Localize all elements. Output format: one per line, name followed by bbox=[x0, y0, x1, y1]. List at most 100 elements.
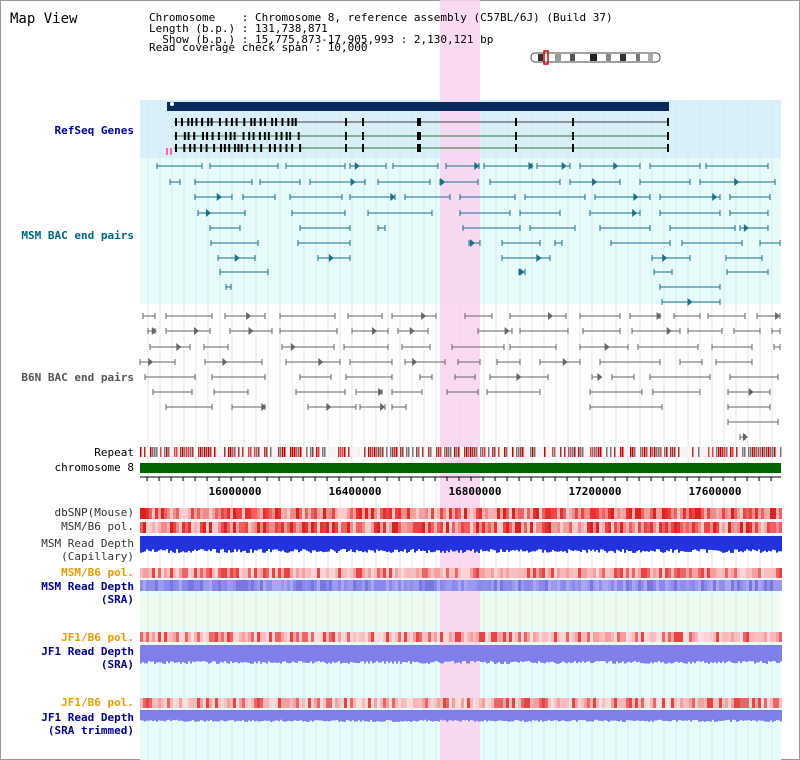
repeat-mark bbox=[654, 447, 656, 457]
depth-bar bbox=[316, 710, 318, 721]
repeat-mark bbox=[392, 447, 394, 457]
chromosome-ideogram[interactable] bbox=[530, 50, 661, 65]
jf1-b6-pol-trimmed-heatmap[interactable] bbox=[140, 698, 782, 708]
exon-mark bbox=[233, 144, 236, 152]
b6n-bac-end-pairs[interactable] bbox=[139, 312, 781, 441]
depth-bar bbox=[496, 536, 498, 553]
depth-bar bbox=[450, 710, 452, 721]
depth-bar bbox=[272, 536, 274, 550]
depth-bar bbox=[760, 710, 762, 721]
depth-bar bbox=[222, 645, 224, 663]
depth-bar bbox=[622, 536, 624, 550]
heat-cell bbox=[410, 568, 413, 578]
depth-bar bbox=[158, 645, 160, 663]
heat-cell bbox=[326, 580, 329, 591]
depth-bar bbox=[178, 645, 180, 662]
depth-bar bbox=[482, 710, 484, 722]
repeat-track[interactable] bbox=[140, 447, 782, 457]
msm-b6-pol-heatmap[interactable] bbox=[140, 522, 782, 533]
depth-bar bbox=[450, 645, 452, 662]
repeat-mark bbox=[298, 447, 300, 457]
depth-bar bbox=[294, 536, 296, 550]
heat-cell bbox=[347, 568, 350, 578]
depth-bar bbox=[638, 710, 640, 721]
depth-bar bbox=[442, 710, 444, 721]
jf1-b6-pol-heatmap[interactable] bbox=[140, 632, 782, 642]
heat-cell bbox=[194, 580, 197, 591]
chromosome-bar[interactable] bbox=[140, 463, 781, 473]
msm-read-depth-capillary[interactable] bbox=[140, 536, 782, 553]
pair-direction-icon bbox=[656, 312, 662, 320]
heat-cell bbox=[407, 698, 410, 708]
heat-cell bbox=[593, 632, 596, 642]
heat-cell bbox=[173, 568, 176, 578]
repeat-mark bbox=[634, 447, 636, 457]
depth-bar bbox=[652, 536, 654, 551]
repeat-mark bbox=[312, 447, 314, 457]
heat-cell bbox=[587, 522, 590, 533]
heat-cell bbox=[689, 522, 692, 533]
pair-direction-icon bbox=[712, 193, 718, 201]
heat-cell bbox=[428, 580, 431, 591]
depth-bar bbox=[656, 645, 658, 663]
depth-bar bbox=[686, 710, 688, 721]
depth-bar bbox=[584, 710, 586, 721]
repeat-mark bbox=[208, 447, 210, 457]
refseq-gene-region[interactable] bbox=[167, 102, 669, 111]
heat-cell bbox=[335, 580, 338, 591]
heat-cell bbox=[551, 568, 554, 578]
heat-cell bbox=[662, 508, 665, 519]
heat-cell bbox=[611, 580, 614, 591]
depth-bar bbox=[498, 536, 500, 553]
exon-mark bbox=[230, 118, 233, 126]
depth-bar bbox=[244, 536, 246, 551]
depth-bar bbox=[632, 710, 634, 721]
heat-cell bbox=[365, 580, 368, 591]
depth-bar bbox=[408, 710, 410, 721]
heat-cell bbox=[698, 698, 701, 708]
heat-cell bbox=[260, 568, 263, 578]
depth-bar bbox=[206, 536, 208, 552]
repeat-mark bbox=[736, 447, 738, 457]
depth-bar bbox=[670, 536, 672, 549]
heat-cell bbox=[431, 632, 434, 642]
heat-cell bbox=[455, 522, 458, 533]
refseq-genes-track[interactable] bbox=[166, 102, 669, 155]
heat-cell bbox=[317, 632, 320, 642]
heat-cell bbox=[152, 522, 155, 533]
heat-cell bbox=[302, 698, 305, 708]
repeat-mark bbox=[516, 447, 518, 457]
heat-cell bbox=[155, 580, 158, 591]
msm-b6-pol-sra-heatmap[interactable] bbox=[140, 568, 782, 578]
depth-bar bbox=[446, 645, 448, 662]
depth-bar bbox=[432, 645, 434, 663]
jf1-read-depth-sra[interactable] bbox=[140, 645, 782, 664]
repeat-mark bbox=[476, 447, 478, 457]
heat-cell bbox=[158, 580, 161, 591]
msm-bac-end-pairs[interactable] bbox=[156, 162, 781, 306]
depth-bar bbox=[390, 645, 392, 662]
depth-bar bbox=[758, 710, 760, 721]
depth-bar bbox=[406, 645, 408, 663]
heat-cell bbox=[329, 508, 332, 519]
depth-bar bbox=[632, 536, 634, 553]
depth-bar bbox=[166, 710, 168, 721]
heat-cell bbox=[707, 698, 710, 708]
heat-cell bbox=[230, 632, 233, 642]
heat-cell bbox=[323, 580, 326, 591]
dbsnp-heatmap[interactable] bbox=[140, 508, 782, 519]
heat-cell bbox=[272, 632, 275, 642]
msm-read-depth-sra[interactable] bbox=[140, 580, 782, 591]
jf1-read-depth-trimmed[interactable] bbox=[140, 710, 782, 722]
heat-cell bbox=[404, 698, 407, 708]
heat-cell bbox=[269, 632, 272, 642]
heat-cell bbox=[161, 508, 164, 519]
heat-cell bbox=[641, 580, 644, 591]
heat-cell bbox=[224, 580, 227, 591]
depth-bar bbox=[586, 645, 588, 662]
heat-cell bbox=[479, 522, 482, 533]
depth-bar bbox=[396, 645, 398, 664]
heat-cell bbox=[188, 508, 191, 519]
depth-bar bbox=[388, 536, 390, 552]
